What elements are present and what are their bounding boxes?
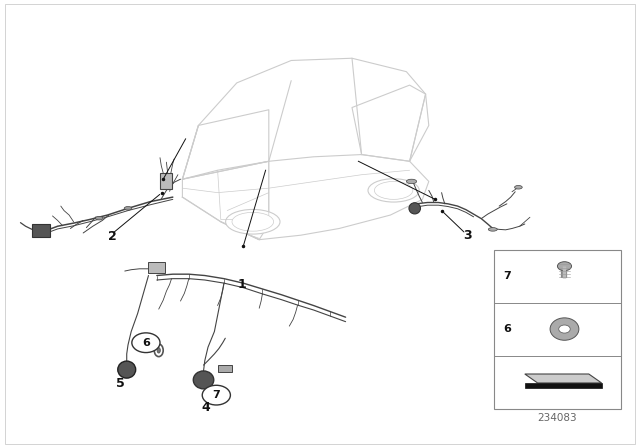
Ellipse shape xyxy=(557,262,572,271)
Polygon shape xyxy=(160,173,172,189)
Ellipse shape xyxy=(124,207,132,210)
Text: 6: 6 xyxy=(503,324,511,334)
Polygon shape xyxy=(218,365,232,372)
Text: 1: 1 xyxy=(237,278,246,291)
Circle shape xyxy=(132,333,160,353)
Ellipse shape xyxy=(559,325,570,333)
Ellipse shape xyxy=(368,179,419,202)
Polygon shape xyxy=(148,262,165,273)
Ellipse shape xyxy=(406,179,417,184)
Ellipse shape xyxy=(154,344,163,357)
Ellipse shape xyxy=(488,228,497,231)
Ellipse shape xyxy=(374,181,413,199)
Text: 3: 3 xyxy=(463,228,472,242)
Text: 234083: 234083 xyxy=(538,414,577,423)
Polygon shape xyxy=(525,383,602,388)
Polygon shape xyxy=(525,374,602,383)
Ellipse shape xyxy=(226,209,280,234)
Ellipse shape xyxy=(515,185,522,189)
Text: 6: 6 xyxy=(142,338,150,348)
Ellipse shape xyxy=(550,318,579,340)
Ellipse shape xyxy=(95,216,103,220)
Ellipse shape xyxy=(118,361,136,378)
Ellipse shape xyxy=(232,212,274,231)
Polygon shape xyxy=(32,224,50,237)
FancyBboxPatch shape xyxy=(494,250,621,409)
Ellipse shape xyxy=(409,202,420,214)
Text: 7: 7 xyxy=(212,390,220,400)
Text: 2: 2 xyxy=(108,230,116,243)
Ellipse shape xyxy=(157,348,160,353)
Text: 4: 4 xyxy=(202,401,211,414)
Circle shape xyxy=(202,385,230,405)
Text: 5: 5 xyxy=(116,376,125,390)
Ellipse shape xyxy=(193,371,214,389)
Text: 7: 7 xyxy=(503,271,511,281)
